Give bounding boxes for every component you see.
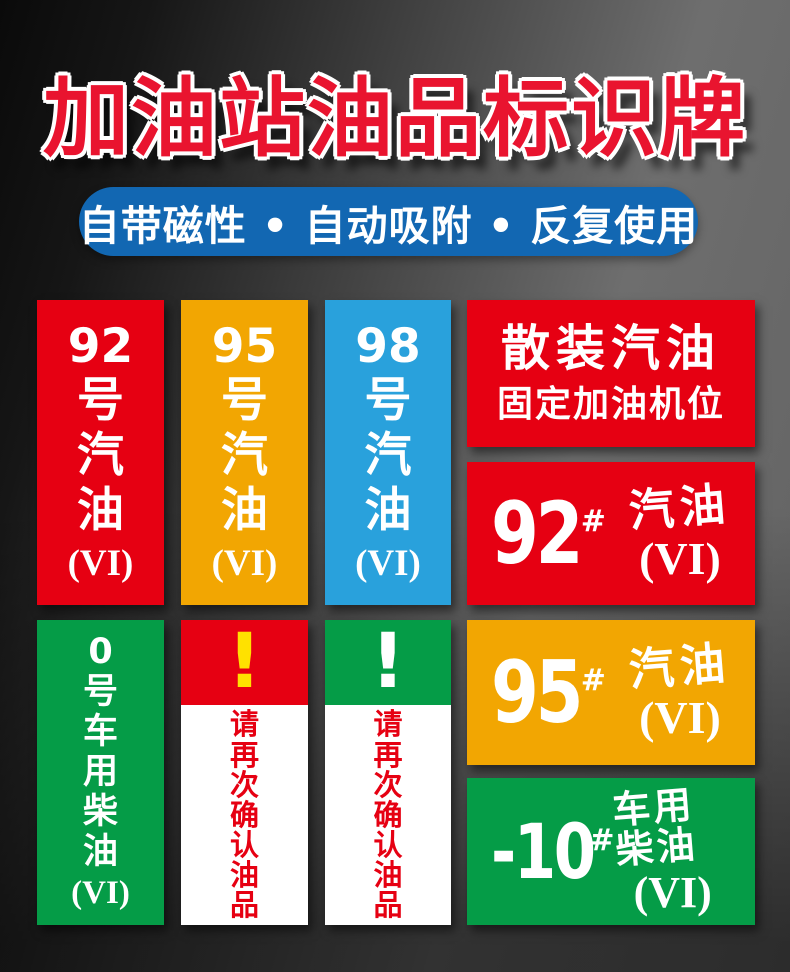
sign-diesel-minus10-label: 车用柴油 (VI) bbox=[611, 781, 712, 918]
sign-bulk-gasoline: 散装汽油 固定加油机位 bbox=[467, 300, 755, 447]
sign-gasoline-98-grade: (VI) bbox=[355, 543, 421, 585]
hash-symbol: # bbox=[580, 503, 606, 539]
sign-gasoline-92-grade: (VI) bbox=[67, 543, 134, 585]
sign-gasoline-95: 95 号 汽 油 (VI) bbox=[181, 300, 308, 605]
warning-body: 请 再 次 确 认 油 品 bbox=[181, 705, 308, 925]
sign-95-hash-number: 95 # bbox=[491, 642, 606, 743]
sign-diesel-0-grade: (VI) bbox=[71, 874, 130, 911]
page-title: 加油站油品标识牌 bbox=[43, 69, 747, 169]
sign-92-hash-number: 92 # bbox=[491, 483, 606, 584]
feature-banner: 自带磁性 • 自动吸附 • 反复使用 bbox=[79, 187, 698, 256]
sign-92-hash-gasoline: 92 # 汽油 (VI) bbox=[467, 462, 755, 605]
sign-gasoline-98-text: 98 号 汽 油 bbox=[355, 318, 421, 538]
warning-text: 请 再 次 确 认 油 品 bbox=[229, 707, 259, 923]
warning-header-red: ! bbox=[181, 620, 308, 705]
warning-body: 请 再 次 确 认 油 品 bbox=[325, 705, 451, 925]
warning-header-green: ! bbox=[325, 620, 451, 705]
sign-bulk-gasoline-line2: 固定加油机位 bbox=[496, 384, 725, 426]
sign-92-hash-label: 汽油 (VI) bbox=[627, 476, 733, 584]
exclamation-icon: ! bbox=[227, 615, 262, 705]
sign-gasoline-95-text: 95 号 汽 油 bbox=[211, 318, 278, 538]
sign-bulk-gasoline-line1: 散装汽油 bbox=[500, 320, 721, 378]
sign-95-hash-label: 汽油 (VI) bbox=[627, 635, 733, 743]
sign-confirm-warning-green: ! 请 再 次 确 认 油 品 bbox=[325, 620, 451, 925]
exclamation-icon: ! bbox=[370, 615, 406, 705]
hash-symbol: # bbox=[589, 822, 615, 858]
sign-gasoline-92: 92 号 汽 油 (VI) bbox=[37, 300, 164, 605]
sign-diesel-minus10: -10 # 车用柴油 (VI) bbox=[467, 778, 755, 925]
sign-diesel-0: 0 号 车 用 柴 油 (VI) bbox=[37, 620, 164, 925]
sign-95-hash-gasoline: 95 # 汽油 (VI) bbox=[467, 620, 755, 765]
hash-symbol: # bbox=[580, 662, 606, 698]
sign-gasoline-95-grade: (VI) bbox=[211, 543, 278, 585]
sign-diesel-minus10-number: -10 # bbox=[491, 806, 615, 896]
sign-gasoline-98: 98 号 汽 油 (VI) bbox=[325, 300, 451, 605]
sign-confirm-warning-red: ! 请 再 次 确 认 油 品 bbox=[181, 620, 308, 925]
feature-banner-text: 自带磁性 • 自动吸附 • 反复使用 bbox=[78, 201, 699, 250]
sign-diesel-0-text: 0 号 车 用 柴 油 bbox=[82, 632, 118, 872]
sign-gasoline-92-text: 92 号 汽 油 bbox=[67, 318, 134, 538]
warning-text: 请 再 次 确 认 油 品 bbox=[373, 707, 403, 923]
